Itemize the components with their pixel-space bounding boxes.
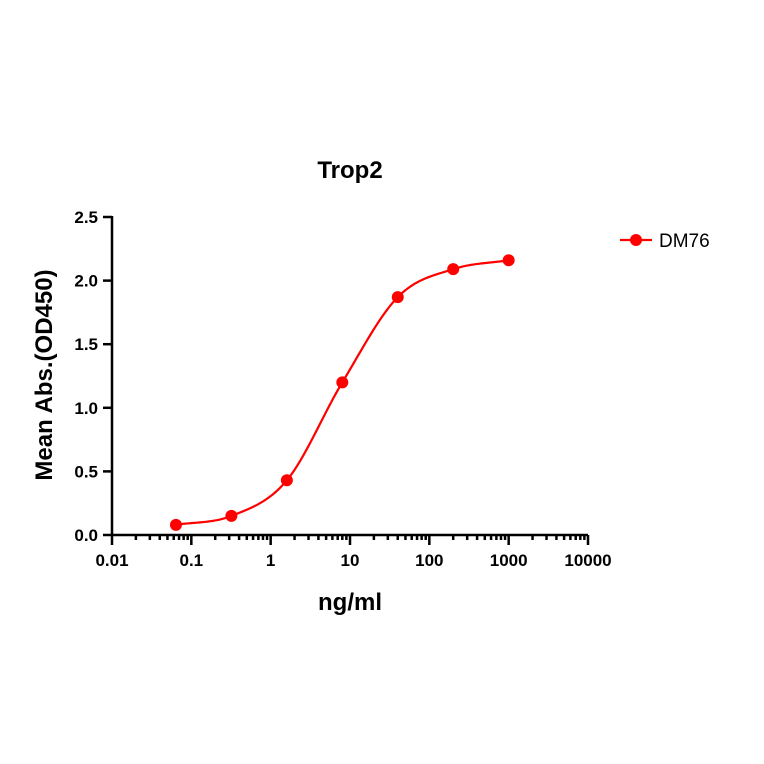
legend-marker [630,234,642,246]
chart-title: Trop2 [317,157,382,184]
x-tick-label: 1 [266,551,275,570]
y-tick-label: 0.0 [74,526,98,545]
x-axis-label: ng/ml [318,589,382,616]
data-point [391,291,404,304]
series-line-DM76 [175,259,509,526]
y-axis-label: Mean Abs.(OD450) [31,269,58,480]
y-tick-label: 1.5 [74,335,98,354]
data-point [169,518,182,531]
data-point [336,376,349,389]
legend: DM76 [620,231,710,252]
x-tick-label: 10 [341,551,360,570]
x-tick-label: 1000 [490,551,528,570]
y-tick-label: 0.5 [74,462,98,481]
axes: 0.0 0.5 1.0 1.5 2.0 2.5 0.01 0.1 1 10 100 1000 10000 [74,208,611,570]
data-point [447,263,460,276]
legend-label: DM76 [659,231,710,252]
data-point [280,474,293,487]
x-tick-label: 0.1 [180,551,204,570]
y-tick-label: 1.0 [74,399,98,418]
data-point [502,254,515,267]
x-tick-label: 10000 [564,551,611,570]
y-tick-label: 2.0 [74,272,98,291]
data-point [225,509,238,522]
y-tick-label: 2.5 [74,208,98,227]
x-tick-label: 100 [415,551,443,570]
plot-area [169,254,515,531]
x-tick-label: 0.01 [95,551,128,570]
